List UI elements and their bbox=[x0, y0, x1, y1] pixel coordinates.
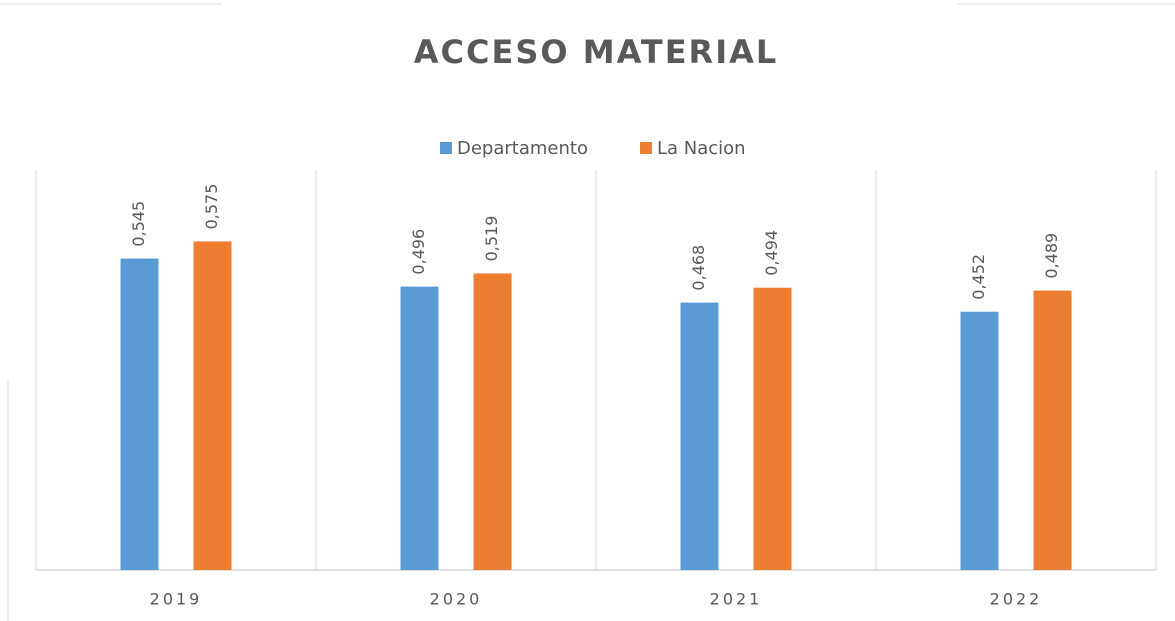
data-label: 0,468 bbox=[689, 245, 708, 291]
data-label: 0,519 bbox=[482, 216, 501, 262]
data-label: 0,575 bbox=[202, 184, 221, 230]
bar bbox=[193, 241, 232, 570]
data-label: 0,494 bbox=[762, 230, 781, 276]
bar bbox=[680, 302, 719, 570]
bar bbox=[400, 286, 439, 570]
bar bbox=[120, 258, 159, 570]
data-label: 0,496 bbox=[409, 229, 428, 275]
x-tick-label: 2020 bbox=[430, 590, 483, 609]
data-label: 0,452 bbox=[969, 254, 988, 300]
bar bbox=[753, 287, 792, 570]
legend-label: Departamento bbox=[457, 138, 588, 159]
legend-swatch bbox=[640, 142, 652, 154]
legend-swatch bbox=[440, 142, 452, 154]
data-label: 0,489 bbox=[1042, 233, 1061, 279]
bar bbox=[473, 273, 512, 570]
legend-label: La Nacion bbox=[657, 138, 746, 159]
bar bbox=[960, 311, 999, 570]
x-tick-label: 2021 bbox=[710, 590, 763, 609]
x-tick-label: 2022 bbox=[990, 590, 1043, 609]
x-tick-label: 2019 bbox=[150, 590, 203, 609]
bar bbox=[1033, 290, 1072, 570]
data-label: 0,545 bbox=[129, 201, 148, 247]
chart-title: ACCESO MATERIAL bbox=[414, 33, 779, 71]
